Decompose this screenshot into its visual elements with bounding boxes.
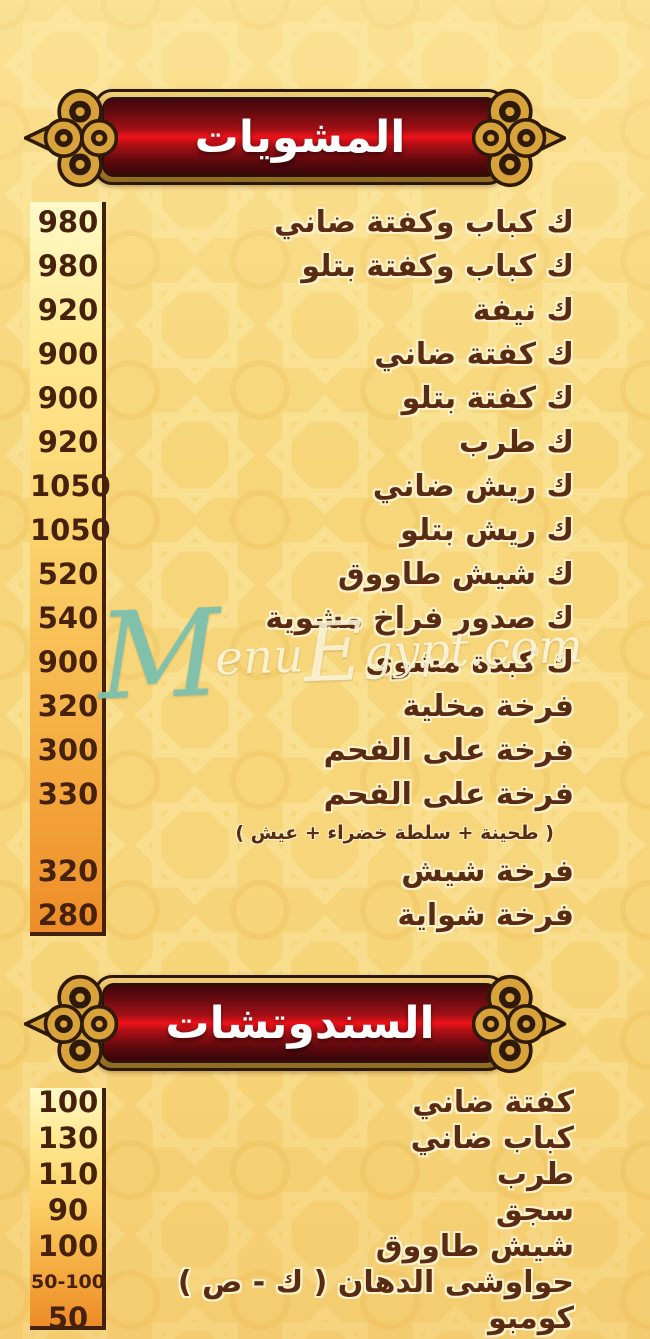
item-label: ك كباب وكفتة بتلو — [301, 248, 574, 284]
menu-block: 100 كفتة ضاني 130 كباب ضاني 110 طرب 90 س… — [0, 1076, 650, 1336]
floral-ornament-icon — [472, 974, 566, 1074]
menu-item-row: 100 شيش طاووق — [0, 1228, 650, 1264]
item-label: فرخة مخلية — [402, 688, 574, 724]
item-price: 900 — [37, 381, 99, 415]
item-label: ك شيش طاووق — [337, 556, 574, 592]
menu-rows: 980 ك كباب وكفتة ضاني 980 ك كباب وكفتة ب… — [0, 200, 650, 937]
item-label: حواوشى الدهان ( ك - ص ) — [177, 1264, 574, 1300]
item-label: طرب — [496, 1156, 574, 1192]
item-price: 110 — [37, 1157, 99, 1191]
item-price: 330 — [37, 777, 99, 811]
menu-item-row: 900 ك كبدة مشوى — [0, 640, 650, 684]
price-column — [30, 1088, 106, 1330]
item-label: كومبو — [488, 1300, 574, 1336]
menu-section: المشويات — [0, 86, 650, 938]
section-banner: السندوتشات — [0, 972, 650, 1076]
menu-item-row: 520 ك شيش طاووق — [0, 552, 650, 596]
menu-item-row: 980 ك كباب وكفتة ضاني — [0, 200, 650, 244]
item-label: كفتة ضاني — [412, 1084, 574, 1120]
section-title: السندوتشات — [165, 997, 435, 1049]
price-column — [30, 202, 106, 936]
item-price: 520 — [37, 557, 99, 591]
menu-block: 980 ك كباب وكفتة ضاني 980 ك كباب وكفتة ب… — [0, 190, 650, 938]
item-label: ك كفتة بتلو — [401, 380, 574, 416]
menu-item-note-row: ( طحينة + سلطة خضراء + عيش ) — [0, 816, 650, 849]
item-label: فرخة شواية — [397, 897, 574, 933]
item-price: 320 — [37, 854, 99, 888]
menu-item-row: 320 فرخة شيش — [0, 849, 650, 893]
menu-item-row: 1050 ك ريش بتلو — [0, 508, 650, 552]
floral-ornament-icon — [24, 974, 118, 1074]
section-banner: المشويات — [0, 86, 650, 190]
menu-item-row: 330 فرخة على الفحم — [0, 772, 650, 816]
item-price: 300 — [37, 733, 99, 767]
banner-bar: السندوتشات — [94, 975, 506, 1071]
menu-sections: المشويات — [0, 86, 650, 1336]
item-label: فرخة شيش — [401, 853, 574, 889]
menu-item-row: 980 ك كباب وكفتة بتلو — [0, 244, 650, 288]
item-price: 280 — [37, 898, 99, 932]
item-price: 90 — [47, 1193, 89, 1227]
item-price: 540 — [37, 601, 99, 635]
menu-item-row: 130 كباب ضاني — [0, 1120, 650, 1156]
item-label: كباب ضاني — [410, 1120, 574, 1156]
menu-item-row: 100 كفتة ضاني — [0, 1084, 650, 1120]
item-price: 920 — [37, 293, 99, 327]
item-price: 100 — [37, 1229, 99, 1263]
item-price: 100 — [37, 1085, 99, 1119]
item-price: 1050 — [30, 469, 111, 503]
item-price: 320 — [37, 689, 99, 723]
item-label: ك كفتة ضاني — [374, 336, 574, 372]
item-price: 50 — [47, 1301, 89, 1335]
item-label: شيش طاووق — [375, 1228, 574, 1264]
item-label: ك طرب — [458, 424, 574, 460]
item-label: سجق — [495, 1192, 574, 1228]
floral-ornament-icon — [24, 88, 118, 188]
item-price: 900 — [37, 645, 99, 679]
item-price: 50-100 — [31, 1271, 105, 1293]
floral-ornament-icon — [472, 88, 566, 188]
item-note: ( طحينة + سلطة خضراء + عيش ) — [235, 821, 554, 844]
item-label: ك كباب وكفتة ضاني — [274, 204, 574, 240]
item-label: ك صدور فراخ مشوية — [265, 600, 574, 636]
menu-item-row: 900 ك كفتة بتلو — [0, 376, 650, 420]
menu-item-row: 1050 ك ريش ضاني — [0, 464, 650, 508]
menu-item-row: 110 طرب — [0, 1156, 650, 1192]
item-price: 130 — [37, 1121, 99, 1155]
menu-item-row: 540 ك صدور فراخ مشوية — [0, 596, 650, 640]
menu-item-row: 920 ك طرب — [0, 420, 650, 464]
item-label: ك ريش ضاني — [372, 468, 574, 504]
menu-item-row: 300 فرخة على الفحم — [0, 728, 650, 772]
item-price: 1050 — [30, 513, 111, 547]
item-label: فرخة على الفحم — [323, 776, 574, 812]
menu-item-row: 50-100 حواوشى الدهان ( ك - ص ) — [0, 1264, 650, 1300]
banner-bar: المشويات — [94, 89, 506, 185]
menu-item-row: 50 كومبو — [0, 1300, 650, 1336]
menu-section: السندوتشات — [0, 972, 650, 1336]
menu-item-row: 280 فرخة شواية — [0, 893, 650, 937]
section-title: المشويات — [194, 111, 406, 163]
item-price: 900 — [37, 337, 99, 371]
item-label: ك نيفة — [472, 292, 574, 328]
menu-item-row: 90 سجق — [0, 1192, 650, 1228]
item-label: فرخة على الفحم — [323, 732, 574, 768]
item-price: 920 — [37, 425, 99, 459]
menu-rows: 100 كفتة ضاني 130 كباب ضاني 110 طرب 90 س… — [0, 1084, 650, 1336]
menu-item-row: 320 فرخة مخلية — [0, 684, 650, 728]
menu-item-row: 920 ك نيفة — [0, 288, 650, 332]
item-price: 980 — [37, 205, 99, 239]
item-label: ك كبدة مشوى — [365, 644, 574, 680]
item-label: ك ريش بتلو — [400, 512, 574, 548]
item-price: 980 — [37, 249, 99, 283]
menu-item-row: 900 ك كفتة ضاني — [0, 332, 650, 376]
